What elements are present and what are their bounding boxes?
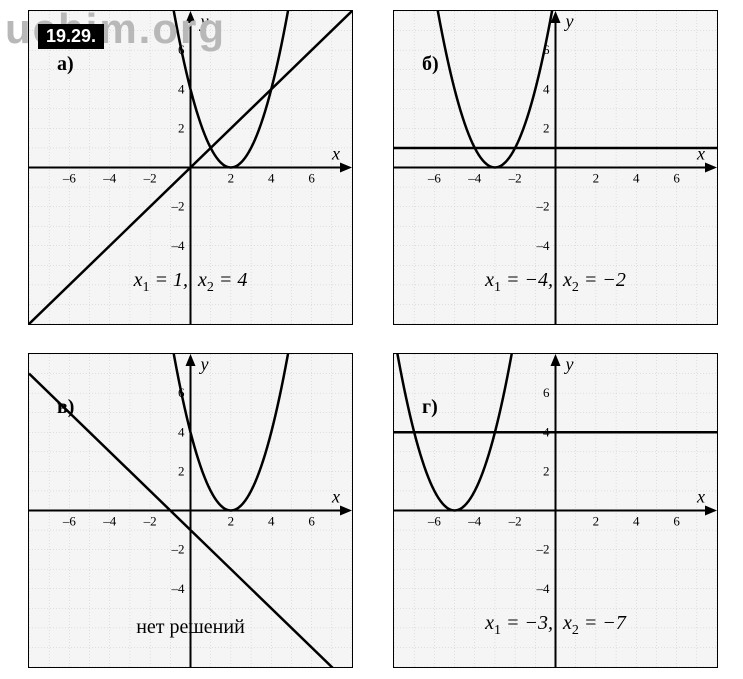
- svg-text:–2: –2: [508, 514, 522, 529]
- svg-text:–4: –4: [171, 581, 186, 596]
- panel-c: в) –6–4–2246–4–2246xy нет решений: [28, 353, 353, 668]
- panel-a-answer: x1 = 1, x2 = 4: [29, 269, 352, 296]
- svg-text:2: 2: [178, 463, 185, 478]
- svg-text:–6: –6: [427, 514, 442, 529]
- svg-text:–4: –4: [536, 238, 551, 253]
- svg-text:2: 2: [593, 171, 600, 186]
- problem-number-badge: 19.29.: [38, 24, 104, 49]
- panel-d-label: г): [422, 396, 438, 419]
- svg-text:–6: –6: [62, 171, 77, 186]
- svg-text:6: 6: [308, 514, 315, 529]
- svg-text:4: 4: [633, 171, 640, 186]
- svg-text:–2: –2: [508, 171, 522, 186]
- panel-a-label: а): [57, 53, 74, 76]
- svg-text:4: 4: [178, 424, 185, 439]
- svg-text:–2: –2: [143, 171, 157, 186]
- svg-text:2: 2: [178, 120, 185, 135]
- svg-text:x: x: [331, 487, 340, 507]
- panel-d: г) –6–4–2246–4–2246xy x1 = −3, x2 = −7: [393, 353, 718, 668]
- svg-text:4: 4: [178, 81, 185, 96]
- svg-text:–4: –4: [171, 238, 186, 253]
- svg-text:y: y: [564, 11, 574, 31]
- panel-b-answer: x1 = −4, x2 = −2: [394, 269, 717, 296]
- svg-text:–2: –2: [536, 542, 550, 557]
- panel-d-answer: x1 = −3, x2 = −7: [394, 612, 717, 639]
- svg-text:2: 2: [543, 120, 550, 135]
- panel-a: а) –6–4–2246–4–2246xy x1 = 1, x2 = 4: [28, 10, 353, 325]
- svg-text:y: y: [199, 354, 209, 374]
- panel-c-label: в): [57, 396, 74, 419]
- svg-text:6: 6: [543, 385, 550, 400]
- svg-text:4: 4: [543, 81, 550, 96]
- svg-text:–4: –4: [467, 514, 482, 529]
- svg-text:2: 2: [593, 514, 600, 529]
- svg-text:6: 6: [308, 171, 315, 186]
- panel-b-label: б): [422, 53, 439, 76]
- svg-text:–2: –2: [536, 199, 550, 214]
- svg-text:6: 6: [673, 171, 680, 186]
- svg-text:2: 2: [543, 463, 550, 478]
- svg-text:–6: –6: [62, 514, 77, 529]
- svg-text:–6: –6: [427, 171, 442, 186]
- panel-grid: а) –6–4–2246–4–2246xy x1 = 1, x2 = 4 б) …: [28, 10, 718, 668]
- svg-text:x: x: [696, 487, 705, 507]
- svg-text:x: x: [696, 144, 705, 164]
- svg-text:6: 6: [673, 514, 680, 529]
- svg-text:x: x: [331, 144, 340, 164]
- svg-text:–2: –2: [171, 542, 185, 557]
- svg-text:2: 2: [228, 171, 235, 186]
- svg-text:4: 4: [268, 514, 275, 529]
- svg-text:4: 4: [633, 514, 640, 529]
- panel-b: б) –6–4–2246–4–2246xy x1 = −4, x2 = −2: [393, 10, 718, 325]
- svg-text:–4: –4: [102, 514, 117, 529]
- svg-text:y: y: [199, 11, 209, 31]
- page-root: uchim.org 19.29. а) –6–4–2246–4–2246xy x…: [0, 0, 743, 679]
- svg-text:–4: –4: [102, 171, 117, 186]
- svg-text:–4: –4: [467, 171, 482, 186]
- svg-text:2: 2: [228, 514, 235, 529]
- svg-text:y: y: [564, 354, 574, 374]
- svg-text:–2: –2: [143, 514, 157, 529]
- svg-text:–2: –2: [171, 199, 185, 214]
- svg-text:–4: –4: [536, 581, 551, 596]
- panel-c-answer: нет решений: [29, 616, 352, 639]
- svg-text:4: 4: [268, 171, 275, 186]
